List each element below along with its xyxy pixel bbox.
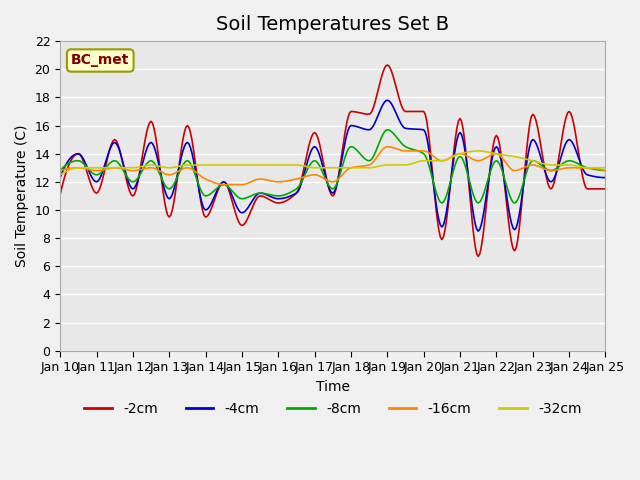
- Text: BC_met: BC_met: [71, 53, 129, 68]
- Title: Soil Temperatures Set B: Soil Temperatures Set B: [216, 15, 449, 34]
- Legend: -2cm, -4cm, -8cm, -16cm, -32cm: -2cm, -4cm, -8cm, -16cm, -32cm: [79, 396, 587, 421]
- Y-axis label: Soil Temperature (C): Soil Temperature (C): [15, 125, 29, 267]
- X-axis label: Time: Time: [316, 380, 350, 394]
